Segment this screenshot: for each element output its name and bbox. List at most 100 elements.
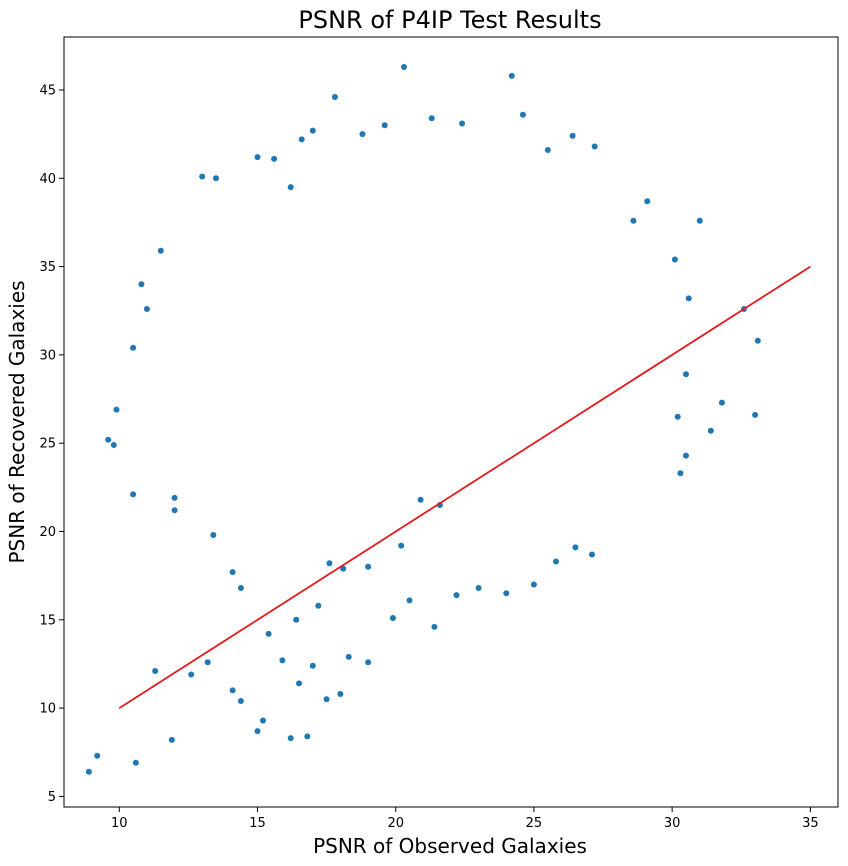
data-point bbox=[365, 659, 372, 666]
data-point bbox=[254, 728, 261, 735]
x-axis-label: PSNR of Observed Galaxies bbox=[313, 834, 587, 858]
x-tick-label: 25 bbox=[526, 816, 543, 831]
y-tick-label: 20 bbox=[39, 525, 56, 540]
plot-frame bbox=[63, 36, 839, 808]
data-point bbox=[406, 597, 413, 604]
data-point bbox=[572, 544, 579, 551]
y-tick-label: 10 bbox=[39, 702, 56, 717]
y-tick-label: 40 bbox=[39, 172, 56, 187]
data-point bbox=[685, 295, 692, 302]
data-point bbox=[389, 615, 396, 621]
data-point bbox=[254, 154, 261, 161]
data-point bbox=[707, 427, 714, 434]
data-point bbox=[553, 558, 559, 565]
data-point bbox=[754, 337, 761, 344]
data-point bbox=[260, 717, 266, 724]
y-axis-ticks: 5 10 15 20 25 30 35 40 45 bbox=[39, 83, 64, 805]
data-point bbox=[718, 399, 725, 406]
data-point bbox=[508, 72, 515, 79]
data-point bbox=[752, 411, 759, 418]
data-point bbox=[401, 64, 407, 70]
data-point bbox=[337, 691, 344, 697]
data-point bbox=[271, 155, 278, 162]
data-point bbox=[453, 592, 460, 599]
chart-title: PSNR of P4IP Test Results bbox=[298, 6, 601, 34]
data-point bbox=[428, 115, 435, 122]
data-point bbox=[171, 494, 178, 501]
data-point bbox=[644, 198, 651, 205]
data-point bbox=[287, 735, 294, 742]
x-axis-ticks: 10 15 20 25 30 35 bbox=[111, 807, 819, 831]
data-point bbox=[130, 344, 137, 351]
data-point bbox=[569, 132, 576, 139]
data-point bbox=[287, 184, 294, 191]
reference-line-layer bbox=[118, 265, 811, 709]
data-point bbox=[696, 217, 703, 224]
data-point bbox=[544, 147, 551, 153]
y-tick-label: 30 bbox=[39, 348, 56, 363]
data-point bbox=[503, 590, 510, 597]
data-point bbox=[683, 452, 689, 459]
reference-line bbox=[118, 265, 811, 709]
data-point bbox=[188, 671, 195, 678]
data-point bbox=[304, 733, 311, 740]
data-point bbox=[677, 470, 684, 477]
y-tick-label: 35 bbox=[39, 260, 56, 275]
data-point bbox=[279, 657, 286, 664]
y-axis-label: PSNR of Recovered Galaxies bbox=[5, 280, 29, 563]
data-point bbox=[315, 602, 322, 609]
data-point bbox=[309, 127, 316, 134]
data-point bbox=[359, 131, 366, 138]
data-point bbox=[265, 630, 272, 637]
x-tick-label: 30 bbox=[664, 816, 681, 831]
data-point bbox=[674, 413, 681, 420]
data-point bbox=[94, 752, 101, 759]
y-tick-label: 5 bbox=[48, 790, 56, 805]
data-point bbox=[630, 217, 637, 224]
data-point bbox=[326, 560, 333, 567]
data-point bbox=[229, 569, 236, 576]
data-point bbox=[459, 120, 466, 127]
x-tick-label: 35 bbox=[802, 816, 819, 831]
data-point bbox=[229, 687, 236, 694]
x-tick-label: 10 bbox=[111, 816, 128, 831]
data-point bbox=[398, 542, 405, 549]
data-point bbox=[671, 256, 678, 263]
y-tick-label: 25 bbox=[39, 437, 56, 452]
data-point bbox=[345, 653, 352, 660]
points-layer bbox=[85, 64, 761, 775]
data-point bbox=[171, 507, 178, 514]
data-point bbox=[143, 306, 150, 312]
data-point bbox=[237, 698, 244, 704]
data-point bbox=[381, 122, 388, 129]
y-tick-label: 15 bbox=[39, 613, 56, 628]
data-point bbox=[298, 136, 305, 143]
data-point bbox=[296, 680, 302, 687]
data-point bbox=[309, 662, 316, 669]
data-point bbox=[199, 173, 206, 180]
x-tick-label: 20 bbox=[387, 816, 404, 831]
data-point bbox=[105, 436, 112, 443]
data-point bbox=[340, 565, 347, 572]
data-point bbox=[591, 143, 598, 150]
data-point bbox=[683, 371, 689, 378]
data-point bbox=[323, 696, 330, 703]
data-point bbox=[519, 111, 526, 118]
data-point bbox=[365, 563, 372, 570]
data-point bbox=[475, 585, 482, 591]
data-point bbox=[168, 736, 175, 743]
y-tick-label: 45 bbox=[39, 83, 56, 98]
data-point bbox=[210, 532, 217, 538]
data-point bbox=[431, 623, 438, 630]
data-point bbox=[293, 616, 300, 623]
data-point bbox=[237, 585, 244, 591]
data-point bbox=[85, 768, 92, 775]
data-point bbox=[417, 496, 424, 503]
data-point bbox=[110, 442, 117, 448]
data-point bbox=[152, 668, 159, 674]
data-point bbox=[138, 281, 145, 288]
data-point bbox=[204, 659, 211, 666]
data-point bbox=[113, 406, 120, 413]
